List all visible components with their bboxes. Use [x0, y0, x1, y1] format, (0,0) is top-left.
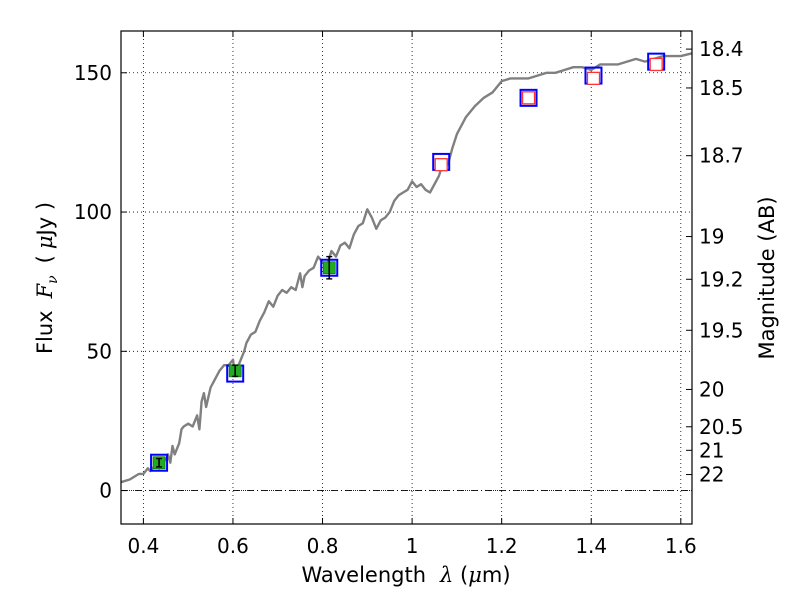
magnitude-tick-label: 19.5: [699, 318, 744, 342]
x-tick-label: 0.6: [217, 534, 249, 558]
magnitude-tick-label: 20: [699, 377, 724, 401]
x-axis-label-prefix: Wavelength: [301, 563, 426, 587]
magnitude-tick-label: 21: [699, 438, 724, 462]
model-band-box: [519, 88, 538, 107]
magnitude-tick-label: 19: [699, 225, 724, 249]
upper-limit-marker: [434, 158, 448, 172]
x-tick-label: 0.8: [307, 534, 339, 558]
y-axis-label-prefix: Flux: [33, 310, 57, 354]
plot-frame: [120, 30, 693, 525]
magnitude-tick-label: 19.2: [699, 267, 744, 291]
y-axis-label-unit-open: (: [33, 255, 57, 263]
magnitude-tick-label: 22: [699, 463, 724, 487]
y-axis-label-unit-rest: Jy ): [33, 202, 57, 238]
y-axis-label-unit-mu: μ: [33, 235, 57, 249]
y-tick-label: 150: [74, 61, 112, 85]
x-axis-label-unit-mu: μ: [468, 563, 482, 587]
y-tick-label: 100: [74, 200, 112, 224]
x-axis-label-symbol: λ: [439, 563, 453, 587]
y-axis-label-symbol: F: [33, 282, 57, 299]
y-axis-label: Flux Fν ( μJy ): [33, 202, 61, 354]
upper-limit-marker: [586, 71, 601, 86]
upper-limit-marker: [649, 57, 663, 72]
magnitude-tick-label: 18.5: [699, 76, 744, 100]
x-axis-label: Wavelength λ (μm): [301, 563, 510, 587]
y-tick-label: 50: [87, 339, 112, 363]
y-axis-label-subscript: ν: [45, 275, 61, 284]
x-tick-label: 1.6: [665, 534, 697, 558]
marker-layer: [150, 52, 666, 472]
x-tick-label: 1: [406, 534, 419, 558]
y-tick-label: 0: [99, 479, 112, 503]
tick-layer: 0.4 0.6 0.8 1 1.2 1.4 1.6 0 50 100 150 18.4 18.5 18.7…: [74, 31, 744, 558]
x-axis-label-unit-rest: m): [482, 563, 511, 587]
magnitude-tick-label: 18.7: [699, 144, 744, 168]
x-tick-label: 0.4: [127, 534, 159, 558]
model-band-box: [150, 453, 169, 472]
x-axis-label-unit-open: (: [453, 563, 468, 587]
x-tick-label: 1.4: [575, 534, 607, 558]
upper-limit-marker: [521, 91, 536, 105]
magnitude-axis-label: Magnitude (AB): [755, 196, 779, 359]
magnitude-tick-label: 20.5: [699, 415, 744, 439]
x-tick-label: 1.2: [486, 534, 518, 558]
magnitude-tick-label: 18.4: [699, 37, 744, 61]
